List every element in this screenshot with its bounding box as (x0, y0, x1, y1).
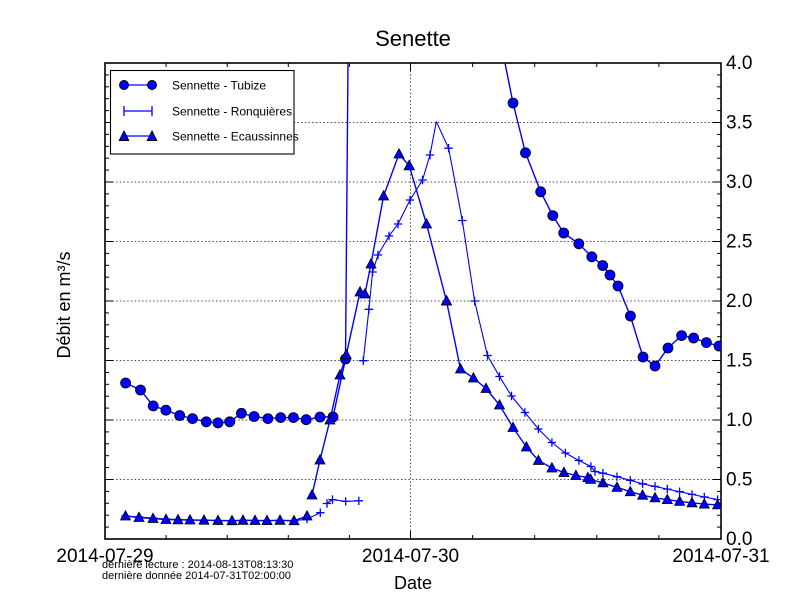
svg-text:3.5: 3.5 (726, 113, 752, 134)
svg-text:2.0: 2.0 (726, 291, 752, 312)
svg-text:Date: Date (394, 573, 432, 593)
svg-text:2.5: 2.5 (726, 232, 752, 253)
svg-text:0.5: 0.5 (726, 470, 752, 491)
svg-text:Sennette - Ecaussinnes: Sennette - Ecaussinnes (172, 130, 299, 144)
svg-text:Senette: Senette (375, 26, 451, 51)
svg-text:Sennette - Tubize: Sennette - Tubize (172, 79, 266, 93)
svg-text:dernière donnée 2014-07-31T02: dernière donnée 2014-07-31T02:00:00 (102, 570, 291, 582)
svg-text:Débit en m³/s: Débit en m³/s (54, 251, 74, 358)
svg-text:2014-07-31: 2014-07-31 (672, 546, 769, 567)
svg-text:3.0: 3.0 (726, 172, 752, 193)
svg-text:1.0: 1.0 (726, 410, 752, 431)
svg-text:4.0: 4.0 (726, 53, 752, 74)
svg-text:1.5: 1.5 (726, 351, 752, 372)
svg-text:2014-07-30: 2014-07-30 (362, 546, 459, 567)
svg-text:Sennette - Ronquières: Sennette - Ronquières (172, 105, 292, 119)
